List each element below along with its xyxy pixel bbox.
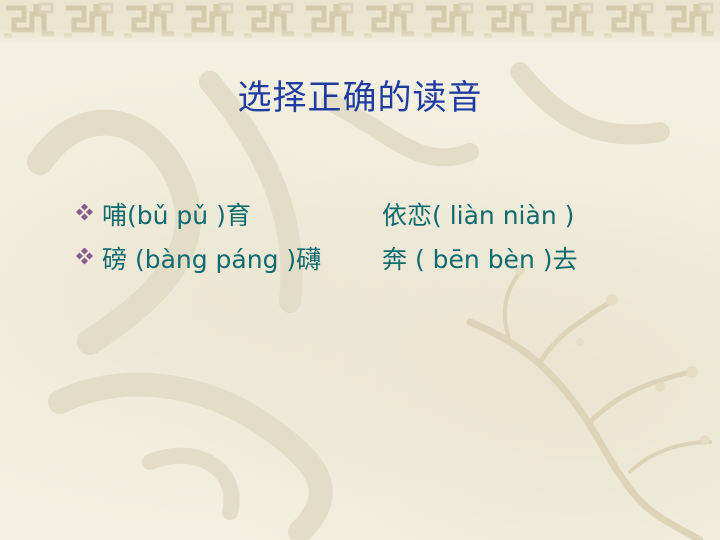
page-title: 选择正确的读音 bbox=[237, 78, 483, 118]
question-right: 依恋( liàn niàn ) bbox=[382, 201, 575, 230]
question-right: 奔 ( bēn bèn )去 bbox=[382, 245, 578, 274]
knot-border-pattern bbox=[0, 0, 720, 42]
question-row: 哺(bǔ pǔ )育 依恋( liàn niàn ) bbox=[76, 196, 696, 240]
watermark-art bbox=[27, 62, 712, 540]
question-left: 磅 (bàng páng )礴 bbox=[102, 245, 322, 274]
question-row: 磅 (bàng páng )礴 奔 ( bēn bèn )去 bbox=[76, 240, 696, 284]
diamond-bullet-icon bbox=[76, 248, 94, 265]
diamond-bullet-icon bbox=[76, 204, 94, 221]
question-left: 哺(bǔ pǔ )育 bbox=[102, 201, 251, 230]
question-list: 哺(bǔ pǔ )育 依恋( liàn niàn ) 磅 (bàng páng … bbox=[76, 196, 696, 284]
